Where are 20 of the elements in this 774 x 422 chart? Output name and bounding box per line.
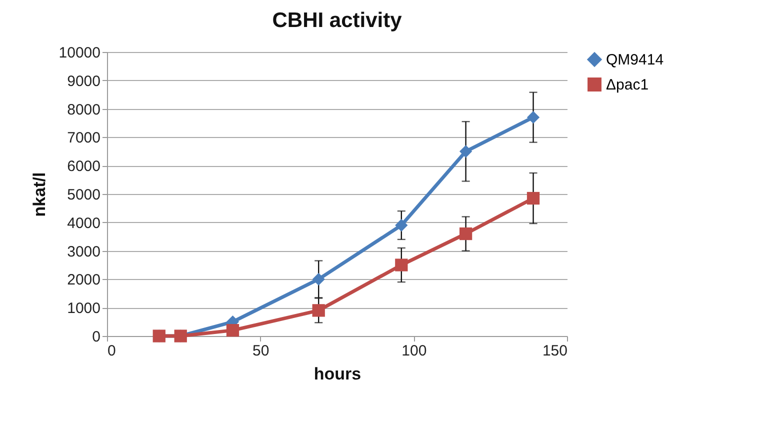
- y-tick-label: 3000: [67, 243, 100, 260]
- legend-label: QM9414: [606, 52, 664, 68]
- y-tick-label: 1000: [67, 300, 100, 318]
- y-axis-title: nkat/l: [30, 172, 49, 217]
- y-tick-label: 5000: [67, 186, 100, 204]
- y-tick-label: 4000: [67, 214, 100, 232]
- x-tick-label: 150: [542, 342, 568, 360]
- x-axis-title: hours: [314, 364, 362, 384]
- chart-title: CBHI activity: [272, 9, 402, 32]
- y-tick-label: 0: [92, 328, 100, 346]
- x-tick-label: 50: [252, 342, 270, 360]
- y-tick-label: 9000: [67, 72, 100, 90]
- y-tick-label: 8000: [67, 101, 100, 118]
- y-tick-label: 7000: [67, 130, 100, 147]
- y-tick-label: 6000: [67, 158, 100, 176]
- legend-label: Δpac1: [606, 76, 649, 94]
- x-tick-label: 100: [402, 342, 427, 360]
- y-tick-label: 2000: [67, 272, 100, 289]
- y-tick-label: 10000: [58, 44, 100, 62]
- x-tick-label: 0: [108, 342, 116, 360]
